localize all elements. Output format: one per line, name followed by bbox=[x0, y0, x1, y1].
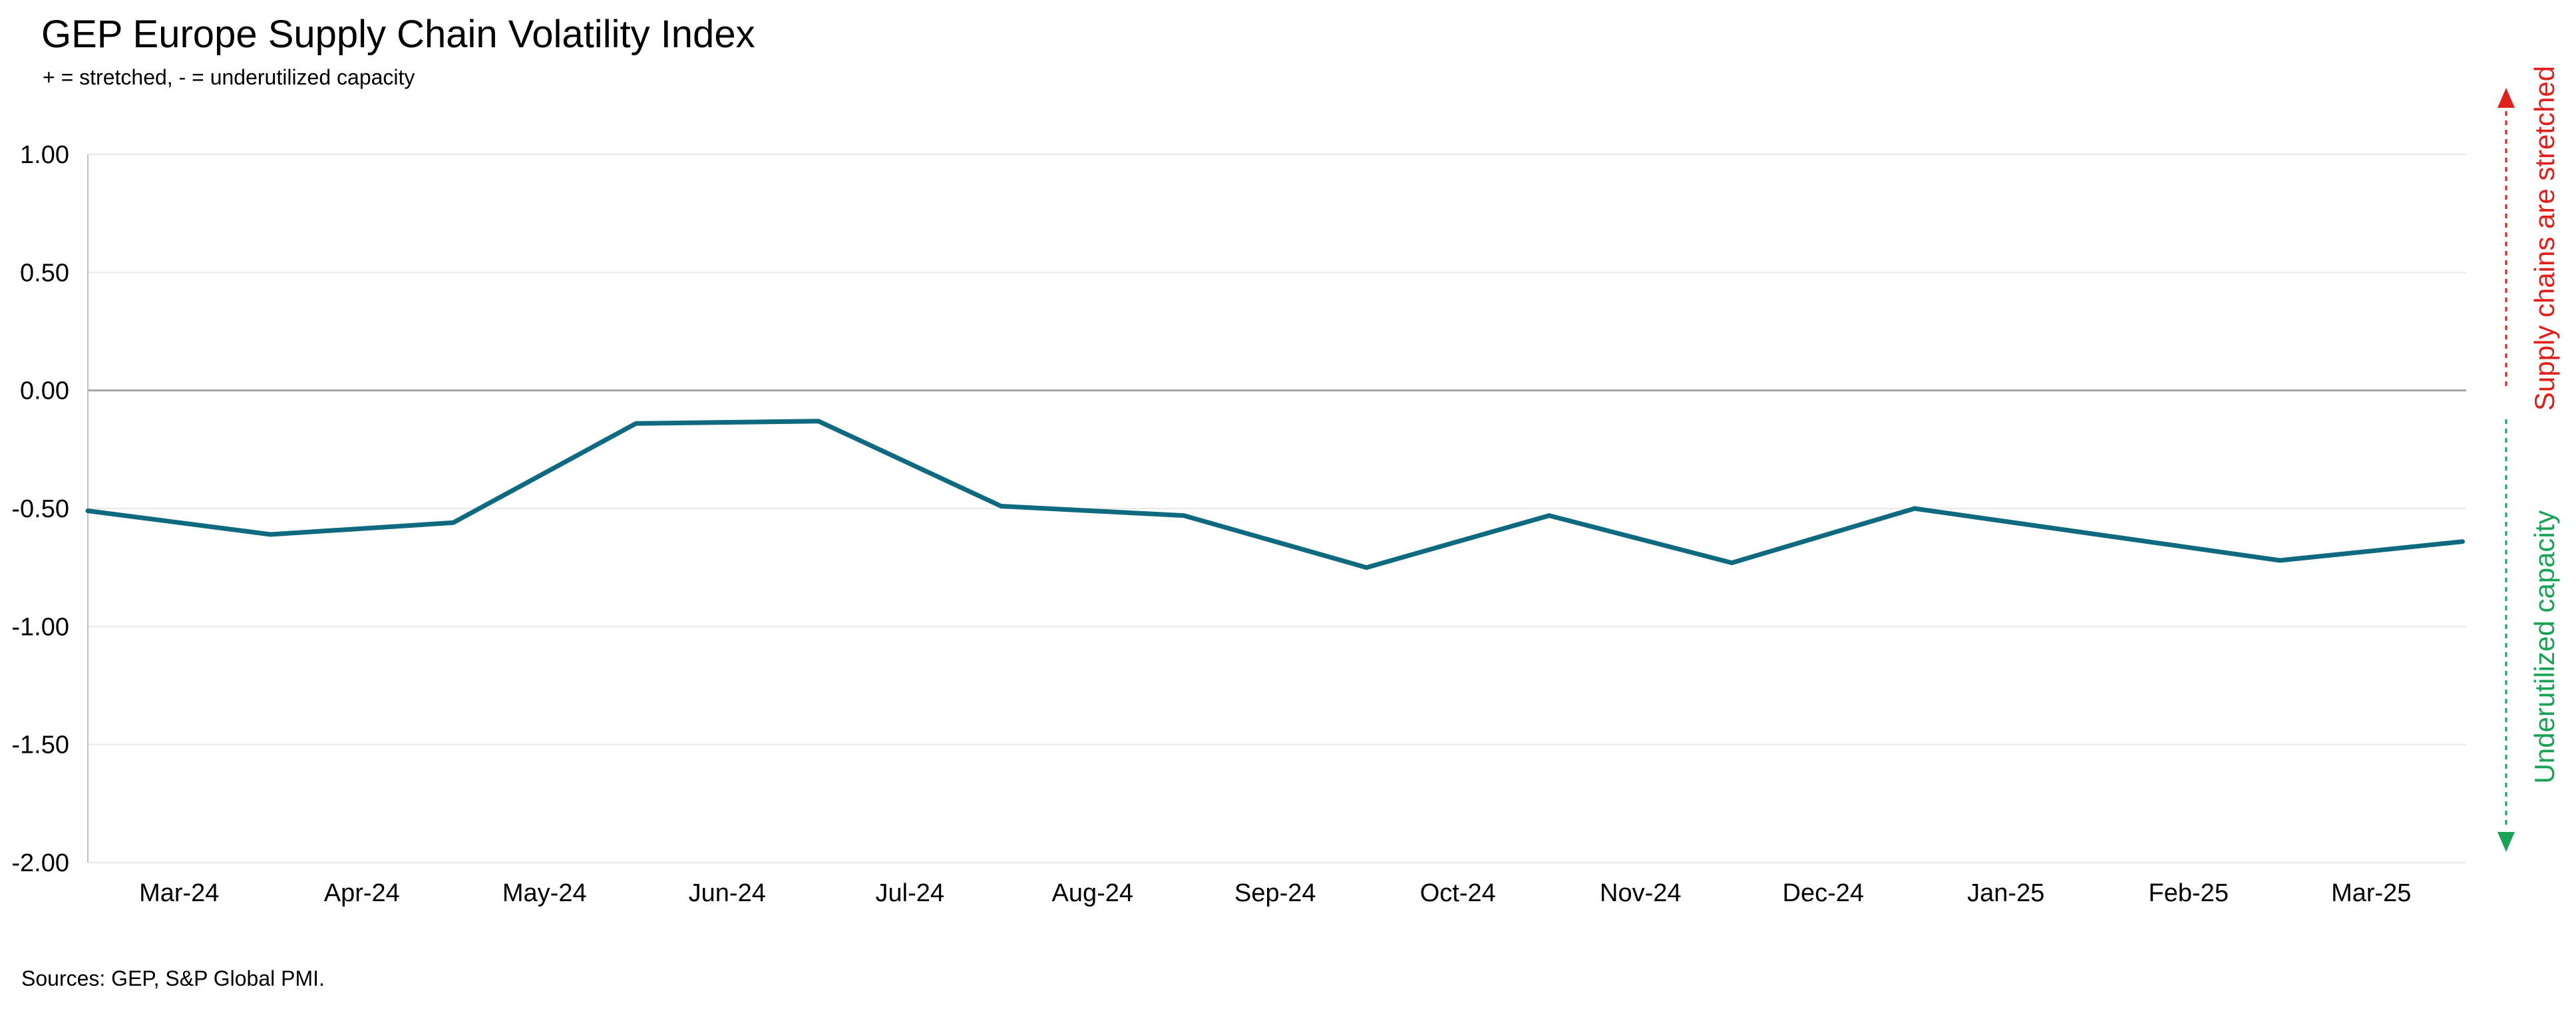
gridlines bbox=[88, 154, 2466, 863]
y-axis: 1.00 0.50 0.00 -0.50 -1.00 -1.50 -2.00 bbox=[11, 141, 89, 877]
y-tick-label: -2.00 bbox=[11, 849, 69, 877]
x-tick-label: Apr-24 bbox=[324, 879, 400, 907]
x-tick-label: Mar-24 bbox=[139, 879, 219, 907]
up-arrow-icon bbox=[2497, 88, 2515, 108]
x-tick-label: Dec-24 bbox=[1783, 879, 1865, 907]
y-tick-label: 0.50 bbox=[20, 259, 69, 287]
down-arrow-icon bbox=[2497, 832, 2515, 852]
chart-title: GEP Europe Supply Chain Volatility Index bbox=[41, 13, 755, 56]
x-tick-label: May-24 bbox=[502, 879, 587, 907]
side-annotations: Supply chains are stretched Underutilized… bbox=[2497, 66, 2560, 852]
x-tick-label: Oct-24 bbox=[1420, 879, 1496, 907]
series-group bbox=[85, 419, 2465, 570]
x-tick-label: Jan-25 bbox=[1967, 879, 2044, 907]
x-tick-label: Nov-24 bbox=[1600, 879, 1682, 907]
y-tick-label: -1.00 bbox=[11, 613, 69, 641]
stretched-label: Supply chains are stretched bbox=[2529, 66, 2560, 411]
y-tick-label: -1.50 bbox=[11, 731, 69, 759]
chart-subtitle: + = stretched, - = underutilized capacit… bbox=[43, 65, 415, 89]
x-tick-label: Aug-24 bbox=[1051, 879, 1133, 907]
x-tick-label: Sep-24 bbox=[1234, 879, 1316, 907]
y-tick-label: 0.00 bbox=[20, 377, 69, 405]
x-axis: Mar-24 Apr-24 May-24 Jun-24 Jul-24 Aug-24 Sep-… bbox=[139, 879, 2411, 907]
x-tick-label: Mar-25 bbox=[2331, 879, 2411, 907]
x-tick-label: Jun-24 bbox=[689, 879, 766, 907]
y-tick-label: -0.50 bbox=[11, 495, 69, 523]
x-tick-label: Feb-25 bbox=[2149, 879, 2229, 907]
x-tick-label: Jul-24 bbox=[876, 879, 945, 907]
y-tick-label: 1.00 bbox=[20, 141, 69, 169]
series-line bbox=[85, 419, 2465, 570]
underutilized-label: Underutilized capacity bbox=[2529, 510, 2560, 784]
source-note: Sources: GEP, S&P Global PMI. bbox=[21, 966, 325, 990]
